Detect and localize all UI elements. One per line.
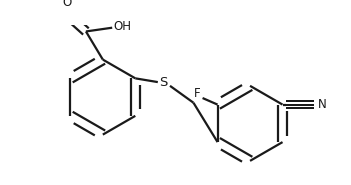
Text: OH: OH [113,20,131,33]
Text: S: S [159,76,168,89]
Text: O: O [62,0,72,9]
Text: F: F [194,87,200,100]
Text: N: N [318,98,327,111]
